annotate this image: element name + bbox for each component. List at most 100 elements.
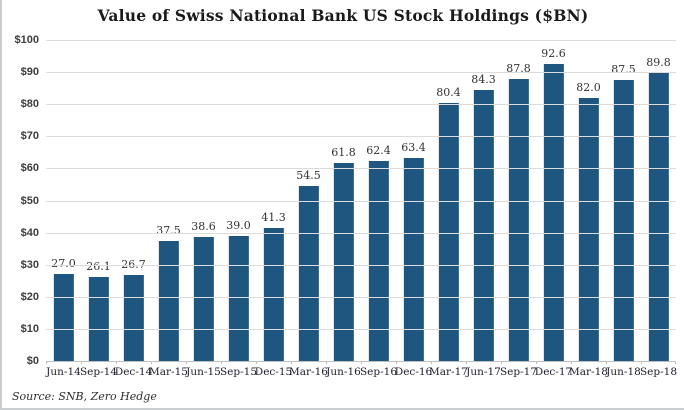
bar (193, 237, 214, 361)
x-axis-tick (256, 361, 257, 364)
bar-slot: 38.6 Jun-15 (186, 40, 221, 378)
x-tick-label: Dec-17 (534, 366, 573, 378)
x-axis-tick (46, 361, 47, 364)
bar (473, 90, 494, 361)
x-axis-tick (81, 361, 82, 364)
plot-area: 27.0Jun-1426.1Sep-1426.7Dec-1437.5Mar-15… (15, 34, 678, 378)
gridline (46, 136, 676, 138)
x-axis-tick (606, 361, 607, 364)
x-tick-label: Jun-17 (466, 366, 501, 378)
x-axis-tick (396, 361, 397, 364)
bar-value-label: 80.4 (436, 85, 461, 99)
y-tick-label: $90 (20, 66, 39, 79)
gridline (46, 72, 676, 74)
gridline (46, 232, 676, 234)
x-axis-tick (221, 361, 222, 364)
bar-slot: 80.4 Mar-17 (429, 40, 468, 378)
x-axis-tick (431, 361, 432, 364)
bar-slot: 62.4 Sep-16 (360, 40, 397, 378)
gridline (46, 296, 676, 298)
chart-title: Value of Swiss National Bank US Stock Ho… (97, 6, 589, 25)
x-tick-label: Sep-14 (79, 366, 118, 378)
gridline (46, 264, 676, 266)
bar (228, 235, 249, 361)
x-axis-tick (536, 361, 537, 364)
x-axis-tick (116, 361, 117, 364)
y-tick-label: $70 (20, 130, 39, 143)
bar-value-label: 87.8 (506, 62, 531, 76)
x-axis-tick (641, 361, 642, 364)
bar-value-label: 92.6 (541, 46, 566, 60)
bar-slot: 87.8 Sep-17 (500, 40, 537, 378)
bar (333, 162, 354, 361)
y-tick-label: $0 (26, 355, 39, 367)
gridline (46, 328, 676, 330)
y-tick-label: $80 (20, 98, 39, 111)
x-tick-label: Mar-18 (569, 366, 608, 378)
bar (368, 160, 389, 361)
x-tick-label: Mar-15 (149, 366, 188, 378)
x-axis-tick (501, 361, 502, 364)
bar-slot: 26.1 Sep-14 (80, 40, 117, 378)
bar-value-label: 27.0 (51, 257, 76, 270)
bar-slot: 61.8 Jun-16 (326, 40, 361, 378)
x-tick-label: Sep-16 (359, 366, 398, 378)
x-tick-label: Dec-16 (394, 366, 433, 378)
x-tick-label: Sep-15 (219, 366, 258, 378)
bar (263, 228, 284, 361)
bar-value-label: 37.5 (156, 223, 181, 237)
x-tick-label: Mar-17 (429, 366, 468, 378)
gridline (46, 168, 676, 170)
bar (613, 80, 634, 361)
y-tick-label: $20 (20, 290, 39, 303)
x-tick-label: Jun-16 (326, 366, 361, 378)
bar-slot: 92.6 Dec-17 (535, 40, 572, 378)
bar-slot: 27.0 Jun-14 (46, 40, 81, 378)
bar (543, 63, 564, 361)
x-tick-label: Sep-18 (639, 366, 678, 378)
bar (298, 186, 319, 361)
x-tick-label: Jun-14 (46, 366, 81, 378)
x-axis-tick (326, 361, 327, 364)
bar (648, 72, 669, 361)
bar-value-label: 89.8 (646, 55, 671, 69)
x-axis-tick (466, 361, 467, 364)
bar-slot: 89.8 Sep-18 (640, 40, 677, 378)
bar-value-label: 62.4 (366, 143, 391, 157)
bar (403, 157, 424, 361)
bar-value-label: 39.0 (226, 218, 251, 232)
x-axis-tick (675, 361, 676, 364)
y-tick-label: $40 (20, 226, 39, 239)
bar-value-label: 63.4 (401, 140, 426, 154)
bar-value-label: 26.1 (86, 260, 111, 274)
gridline (46, 104, 676, 106)
bar-slot: 82.0 Mar-18 (569, 40, 608, 378)
bar-slot: 84.3 Jun-17 (466, 40, 501, 378)
gridline (46, 40, 676, 41)
x-axis-tick (571, 361, 572, 364)
bar-value-label: 38.6 (191, 220, 216, 234)
bar-slot: 54.5 Mar-16 (289, 40, 328, 378)
x-tick-label: Mar-16 (289, 366, 328, 378)
bar-slot: 41.3 Dec-15 (255, 40, 292, 378)
bar (123, 275, 144, 361)
bar-value-label: 84.3 (471, 73, 496, 87)
bar (438, 102, 459, 361)
bar (578, 97, 599, 361)
y-tick-label: $50 (20, 194, 39, 207)
source-note: Source: SNB, Zero Hedge (12, 390, 157, 403)
x-tick-label: Jun-15 (186, 366, 221, 378)
bar (158, 240, 179, 361)
y-tick-label: $100 (14, 34, 39, 46)
bar-value-label: 87.5 (611, 63, 636, 77)
bar (53, 274, 74, 361)
x-axis-tick (291, 361, 292, 364)
y-tick-label: $30 (20, 258, 39, 271)
y-tick-label: $10 (20, 322, 39, 335)
x-axis-line (46, 361, 676, 362)
x-tick-label: Sep-17 (499, 366, 538, 378)
x-axis-tick (361, 361, 362, 364)
x-tick-label: Dec-14 (114, 366, 153, 378)
x-axis-tick (151, 361, 152, 364)
